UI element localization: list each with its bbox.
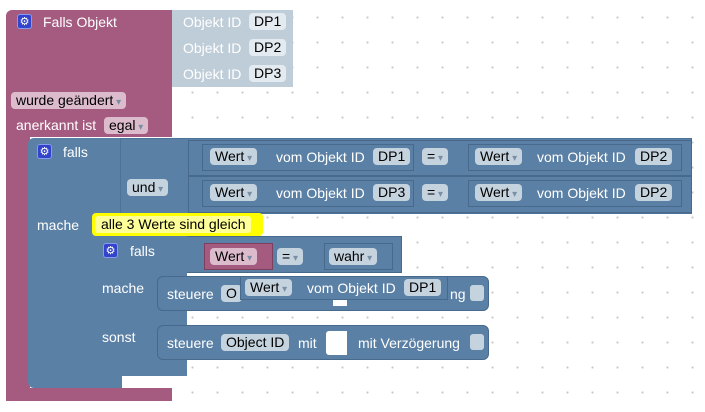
object-id-field[interactable]: Object ID [221, 334, 290, 351]
boolean-block[interactable] [324, 243, 393, 270]
object-id-field[interactable]: DP2 [635, 184, 673, 201]
gear-icon[interactable]: ⚙ [37, 144, 52, 159]
delay-label: mit Verzögerung [358, 335, 460, 351]
operator-dropdown[interactable]: = [422, 184, 448, 201]
value-label: vom Objekt ID [537, 149, 626, 165]
empty-input-socket[interactable] [326, 331, 347, 355]
gear-icon[interactable]: ⚙ [103, 243, 118, 258]
steuere-label: steuere [167, 335, 214, 351]
object-id-field[interactable]: O [221, 285, 242, 302]
sonst-label: sonst [102, 329, 136, 345]
value-block[interactable] [468, 144, 682, 171]
mache-label: mache [37, 217, 80, 233]
delay-label: ng [450, 286, 466, 302]
object-id-field[interactable]: DP2 [635, 148, 673, 165]
object-id-field[interactable]: DP1 [249, 13, 287, 30]
value-block[interactable] [202, 180, 414, 207]
object-id-field[interactable]: DP1 [373, 148, 411, 165]
operator-dropdown[interactable]: = [422, 148, 448, 165]
trigger-block-bottom [6, 388, 172, 401]
compare-block[interactable] [188, 176, 692, 213]
ack-label: anerkannt ist [16, 117, 97, 133]
ack-dropdown[interactable]: egal [104, 117, 149, 134]
compare-block[interactable] [188, 140, 692, 176]
trigger-block[interactable] [6, 10, 172, 137]
change-mode-dropdown[interactable]: wurde geändert [11, 92, 127, 109]
trigger-block-left-column [6, 130, 30, 400]
value-dropdown[interactable]: Wert [210, 184, 258, 201]
value-label: vom Objekt ID [307, 280, 396, 296]
empty-input-socket[interactable] [333, 296, 347, 306]
value-dropdown[interactable]: Wert [475, 184, 523, 201]
value-dropdown[interactable]: Wert [210, 248, 258, 265]
steuere-label: steuere [167, 286, 214, 302]
object-id-field[interactable]: DP3 [373, 184, 411, 201]
delay-checkbox[interactable] [470, 334, 484, 350]
value-label: vom Objekt ID [276, 149, 365, 165]
object-id-field[interactable]: DP3 [249, 65, 287, 82]
falls-label: falls [130, 243, 155, 259]
mit-label: mit [298, 335, 317, 351]
operator-dropdown[interactable]: = [277, 248, 303, 265]
value-label: vom Objekt ID [537, 185, 626, 201]
and-dropdown[interactable]: und [127, 179, 169, 196]
value-dropdown[interactable]: Wert [245, 279, 293, 296]
value-dropdown[interactable]: Wert [210, 148, 258, 165]
value-block[interactable] [202, 144, 414, 171]
falls-label: falls [63, 144, 88, 160]
object-id-field[interactable]: DP1 [404, 279, 442, 296]
mache-label: mache [102, 280, 145, 296]
value-label: vom Objekt ID [276, 185, 365, 201]
delay-checkbox[interactable] [470, 285, 484, 301]
object-id-field[interactable]: DP2 [249, 39, 287, 56]
value-dropdown[interactable]: Wert [475, 148, 523, 165]
control-block[interactable] [157, 325, 489, 360]
value-block[interactable] [468, 180, 682, 207]
boolean-dropdown[interactable]: wahr [329, 248, 378, 265]
comment[interactable]: alle 3 Werte sind gleich [92, 213, 263, 236]
gear-icon[interactable]: ⚙ [17, 14, 32, 29]
trigger-title: Falls Objekt [43, 14, 117, 30]
